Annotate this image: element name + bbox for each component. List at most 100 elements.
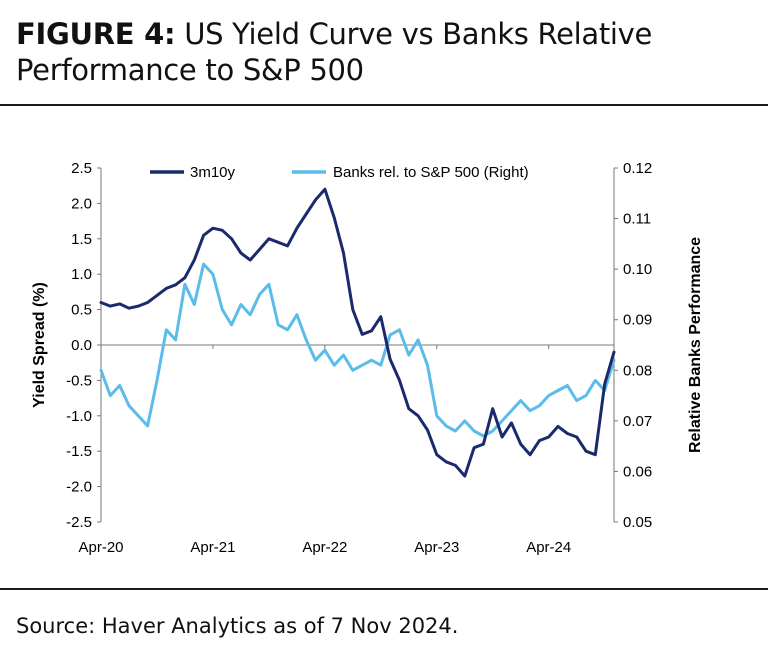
data-point-3m10y [267,237,271,240]
data-point-3m10y [361,333,364,336]
data-point-3m10y [612,350,616,354]
data-point-banks [99,369,103,372]
y-tick-label: 2.0 [71,195,92,212]
data-point-banks [155,379,159,382]
data-point-3m10y [519,442,522,446]
data-point-banks [277,323,280,326]
data-point-3m10y [277,241,280,244]
y2-tick-label: 0.06 [623,463,652,480]
data-point-banks [183,283,187,286]
data-point-banks [584,394,588,397]
data-point-banks [323,348,327,352]
data-point-3m10y [500,435,504,439]
data-point-banks [305,338,308,342]
y-tick-label: 2.5 [71,160,92,177]
data-point-banks [594,379,597,382]
data-point-banks [258,293,261,296]
data-point-3m10y [174,283,177,286]
y2-tick-label: 0.10 [623,261,652,278]
data-point-banks [221,308,224,311]
data-point-banks [193,303,196,306]
series-line-3m10y [99,187,616,478]
chart-legend: 3m10y Banks rel. to S&P 500 (Right) [150,164,529,181]
chart-series [99,187,616,478]
figure-caption: US Yield Curve vs Banks Relative Perform… [16,17,653,87]
data-point-3m10y [472,446,476,449]
data-point-banks [314,359,317,362]
chart-axes: 2.5 2.0 1.5 1.0 0.5 0.0 -0.5 -1.0 -1.5 -2.0 -2.5 0.… [31,160,704,556]
x-tick-label: Apr-20 [78,539,123,556]
data-point-banks [510,409,513,412]
y-tick-label: 0.0 [71,337,92,354]
x-tick-label: Apr-24 [526,539,571,556]
data-point-3m10y [444,460,448,463]
data-point-banks [416,338,420,342]
data-point-banks [137,414,140,417]
data-point-banks [454,429,457,433]
y2-tick-label: 0.08 [623,362,652,379]
data-point-3m10y [221,229,224,232]
y2-axis-title: Relative Banks Performance [687,237,704,453]
data-point-3m10y [99,301,103,304]
data-point-3m10y [351,308,354,311]
data-point-banks [566,384,569,387]
data-point-banks [230,323,233,326]
data-point-3m10y [239,251,243,255]
data-point-3m10y [584,450,588,453]
series-line-banks [99,262,616,438]
data-point-3m10y [538,439,541,442]
data-point-3m10y [118,302,121,306]
data-point-banks [463,419,466,423]
data-point-3m10y [165,287,168,290]
data-point-banks [472,429,476,433]
data-point-3m10y [305,212,308,216]
data-point-banks [575,399,578,402]
x-tick-label: Apr-21 [190,539,235,556]
data-point-3m10y [211,227,215,230]
data-point-3m10y [127,307,131,310]
data-point-banks [444,424,448,428]
data-point-banks [528,409,532,412]
data-point-3m10y [603,382,606,386]
data-point-banks [165,328,168,331]
data-point-banks [556,389,560,392]
data-point-banks [351,369,354,372]
y2-tick-label: 0.12 [623,160,652,177]
data-point-banks [127,404,131,407]
y-tick-label: 1.5 [71,231,92,248]
data-point-banks [109,394,112,397]
top-divider [0,104,768,106]
data-point-3m10y [482,442,485,446]
data-point-banks [426,364,429,367]
data-point-banks [407,353,410,357]
yield-curve-chart: 2.5 2.0 1.5 1.0 0.5 0.0 -0.5 -1.0 -1.5 -2.0 -2.5 0.… [31,160,704,556]
data-point-banks [500,419,504,423]
data-point-3m10y [575,435,578,439]
data-point-banks [146,424,149,428]
data-point-banks [239,303,243,306]
data-point-banks [249,313,252,316]
data-point-banks [370,359,373,362]
data-point-3m10y [109,304,112,308]
data-point-3m10y [556,425,560,428]
data-point-3m10y [193,258,196,262]
y-tick-label: 1.0 [71,266,92,283]
figure-number: FIGURE 4: [16,17,176,51]
data-point-banks [342,353,345,357]
data-point-banks [612,359,616,362]
data-point-3m10y [137,304,140,308]
data-point-banks [491,429,494,433]
data-point-banks [295,313,299,316]
y-tick-label: -2.0 [66,479,92,496]
data-point-banks [361,364,364,367]
data-point-banks [174,338,177,342]
data-point-3m10y [388,358,392,361]
bottom-divider [0,588,768,590]
data-point-3m10y [398,379,401,382]
y2-tick-label: 0.11 [623,211,651,228]
data-point-3m10y [258,248,261,251]
data-point-banks [547,394,550,397]
data-point-3m10y [379,315,382,318]
data-point-3m10y [155,294,159,297]
y2-tick-label: 0.07 [623,413,652,430]
